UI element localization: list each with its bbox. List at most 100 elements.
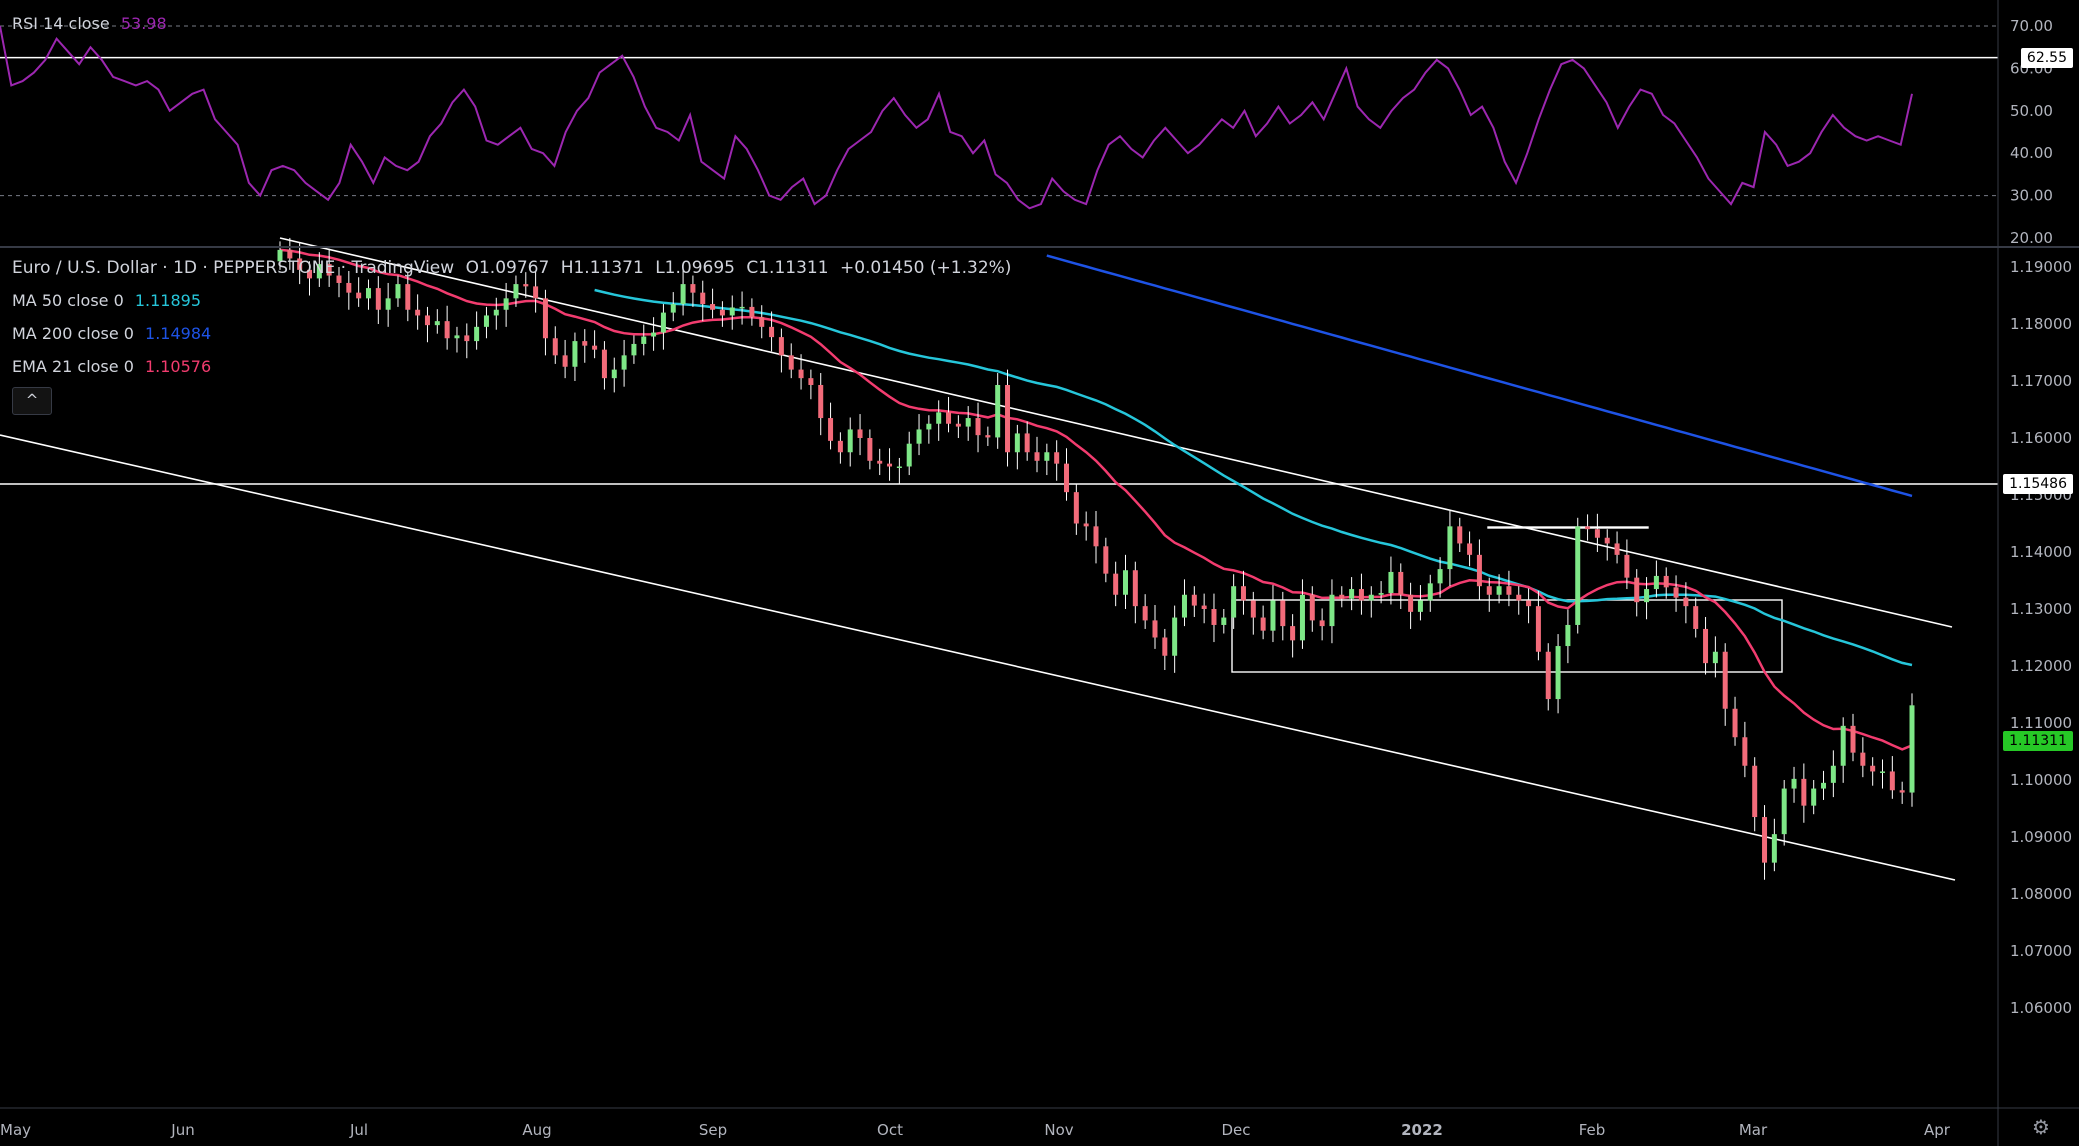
rsi-legend: RSI 14 close 53.98: [12, 14, 167, 33]
chevron-up-icon: ^: [25, 391, 39, 409]
candle-body: [1732, 708, 1738, 738]
candle-body: [1821, 782, 1827, 789]
rsi-tick-label: 70.00: [2010, 17, 2053, 35]
candle-body: [1762, 817, 1768, 863]
candle-body: [1624, 554, 1630, 578]
candle-body: [1644, 589, 1650, 603]
candle-body: [641, 336, 647, 344]
trendline[interactable]: [0, 434, 1956, 881]
candle-body: [936, 412, 942, 424]
candle-body: [434, 321, 440, 326]
rsi-pane[interactable]: [0, 25, 1998, 210]
candle-body: [582, 341, 588, 346]
candle-body: [1388, 571, 1394, 594]
candle-body: [1014, 433, 1020, 453]
candle-body: [1152, 620, 1158, 638]
time-tick-label: Feb: [1579, 1121, 1606, 1139]
candle-body: [1614, 543, 1620, 555]
candle-body: [1044, 452, 1050, 461]
rsi-value: 53.98: [120, 14, 167, 33]
candle-body: [1781, 788, 1787, 835]
candle-body: [1909, 705, 1915, 793]
candle-body: [356, 292, 362, 299]
candle-body: [749, 306, 755, 318]
candle-body: [562, 355, 568, 367]
candle-body: [1093, 526, 1099, 547]
candle-body: [1673, 587, 1679, 598]
candle-body: [1486, 586, 1492, 595]
candle-body: [1703, 628, 1709, 664]
candle-body: [1516, 594, 1522, 601]
candle-body: [1850, 725, 1856, 753]
candle-body: [700, 292, 706, 305]
price-tick-label: 1.18000: [2010, 315, 2072, 333]
candle-body: [552, 338, 558, 356]
ohlc-high: H1.11371: [560, 258, 644, 278]
candle-body: [1889, 771, 1895, 791]
candle-body: [1840, 725, 1846, 766]
rsi-title: RSI 14 close: [12, 14, 110, 33]
candle-body: [385, 298, 391, 310]
candle-body: [1545, 651, 1551, 700]
candle-body: [798, 369, 804, 379]
candle-body: [336, 275, 342, 283]
candle-body: [1201, 605, 1207, 609]
candle-body: [1260, 617, 1266, 631]
ema21-title: EMA 21 close 0: [12, 357, 134, 376]
range-top-line[interactable]: [1487, 526, 1649, 529]
time-tick-label: Oct: [877, 1121, 903, 1139]
price-tick-label: 1.19000: [2010, 258, 2072, 276]
ohlc-open: O1.09767: [465, 258, 550, 278]
candle-body: [533, 286, 539, 299]
candle-body: [287, 249, 293, 259]
candle-body: [1172, 617, 1178, 656]
candle-body: [1054, 452, 1060, 464]
candle-body: [769, 326, 775, 338]
candle-body: [995, 384, 1001, 438]
symbol-legend: Euro / U.S. Dollar · 1D · PEPPERSTONE · …: [12, 258, 1011, 278]
candle-body: [906, 443, 912, 467]
candle-body: [847, 429, 853, 453]
ohlc-change: +0.01450 (+1.32%): [839, 258, 1012, 278]
candle-body: [828, 418, 834, 441]
candle-body: [690, 284, 696, 293]
ma50-line: [594, 288, 1913, 667]
candle-body: [778, 337, 784, 356]
price-pane[interactable]: [0, 237, 1998, 881]
range-box[interactable]: [1231, 599, 1783, 673]
candle-body: [1083, 523, 1089, 527]
candle-body: [887, 463, 893, 467]
rsi-tick-label: 40.00: [2010, 144, 2053, 162]
time-tick-label: Mar: [1739, 1121, 1768, 1139]
rsi-line: [0, 25, 1913, 210]
ma200-legend: MA 200 close 0 1.14984: [12, 324, 211, 343]
candle-body: [1162, 637, 1168, 656]
candle-body: [1653, 575, 1659, 590]
ema21-legend: EMA 21 close 0 1.10576: [12, 357, 211, 376]
candle-body: [1034, 452, 1040, 461]
candle-body: [837, 440, 843, 453]
candle-body: [651, 332, 657, 337]
price-tick-label: 1.11000: [2010, 714, 2072, 732]
candle-body: [1290, 626, 1296, 641]
collapse-legend-button[interactable]: ^: [12, 387, 52, 415]
candle-body: [1467, 543, 1473, 555]
gear-icon[interactable]: ⚙: [2032, 1115, 2050, 1139]
trendline[interactable]: [279, 237, 1953, 628]
candle-body: [474, 326, 480, 342]
ohlc-low: L1.09695: [655, 258, 735, 278]
candle-body: [483, 315, 489, 327]
candle-body: [1103, 546, 1109, 574]
time-tick-label: Jun: [170, 1121, 194, 1139]
candle-body: [1742, 737, 1748, 766]
candle-body: [1005, 384, 1011, 453]
candle-body: [306, 269, 312, 279]
time-tick-label: May: [0, 1121, 31, 1139]
price-tick-label: 1.10000: [2010, 771, 2072, 789]
candle-body: [759, 317, 765, 327]
candle-body: [719, 309, 725, 316]
candle-body: [867, 438, 873, 461]
candle-body: [365, 288, 371, 299]
candle-body: [1240, 586, 1246, 601]
